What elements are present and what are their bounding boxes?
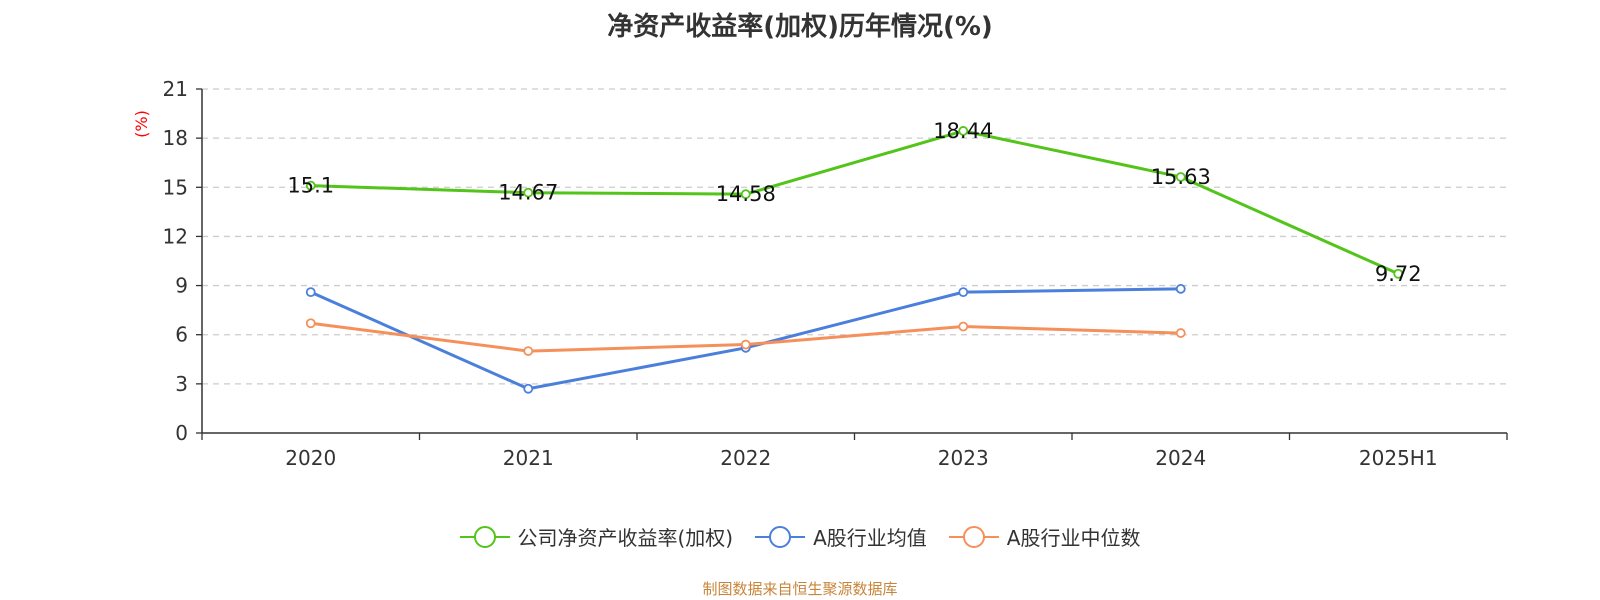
legend-marker-icon (459, 525, 510, 548)
legend-label: 公司净资产收益率(加权) (517, 526, 734, 550)
x-tick-label: 2021 (503, 446, 554, 470)
legend-marker-icon (948, 525, 999, 548)
data-point (305, 180, 316, 191)
y-tick-label: 12 (163, 224, 188, 248)
data-point (1175, 328, 1186, 338)
data-point (1393, 268, 1404, 279)
y-tick-label: 9 (175, 274, 188, 298)
legend-item[interactable]: A股行业均值 (755, 522, 927, 551)
data-label: 15.63 (1151, 165, 1211, 189)
y-tick-label: 15 (163, 175, 188, 199)
y-tick-label: 18 (163, 126, 188, 150)
legend-marker-icon (755, 525, 806, 548)
x-tick-label: 2022 (720, 446, 771, 470)
x-tick-label: 2020 (285, 446, 336, 470)
data-labels: 15.1 14.67 14.58 18.44 15.63 9.72 (287, 119, 1421, 286)
data-point (958, 321, 969, 332)
legend-item[interactable]: A股行业中位数 (948, 522, 1141, 551)
data-label: 14.67 (498, 181, 558, 205)
data-point (1175, 172, 1186, 182)
x-tick-label: 2024 (1155, 446, 1206, 470)
data-point (523, 187, 534, 198)
legend-label: A股行业均值 (813, 526, 927, 550)
y-tick-label: 0 (175, 421, 188, 445)
chart-title: 净资产收益率(加权)历年情况(%) (607, 12, 993, 42)
y-tick-label: 6 (175, 323, 188, 347)
data-label: 14.58 (716, 182, 776, 206)
series-lines (305, 126, 1404, 394)
data-point (305, 318, 316, 329)
data-point (523, 383, 534, 394)
y-axis-label: (%) (132, 110, 151, 138)
legend-label: A股行业中位数 (1006, 526, 1141, 550)
legend: 公司净资产收益率(加权) A股行业均值 A股行业中位数 (0, 522, 1600, 551)
axes: 0 3 6 9 12 15 18 21 2020 2021 2022 2023 2024 2025H1 (163, 77, 1508, 470)
legend-item[interactable]: 公司净资产收益率(加权) (459, 522, 734, 551)
data-point (958, 126, 969, 136)
series-line-0 (310, 129, 1399, 276)
data-label: 9.72 (1375, 262, 1422, 286)
y-tick-label: 3 (175, 372, 188, 396)
data-point (305, 287, 316, 298)
data-label: 18.44 (933, 119, 993, 143)
y-tick-label: 21 (163, 77, 188, 101)
x-tick-label: 2023 (938, 446, 989, 470)
data-label: 15.1 (287, 174, 334, 198)
data-point (740, 339, 751, 350)
x-tick-label: 2025H1 (1359, 446, 1438, 470)
data-point (1175, 283, 1186, 294)
data-point (958, 287, 969, 298)
data-point (740, 189, 751, 200)
source-note: 制图数据来自恒生聚源数据库 (702, 580, 898, 598)
data-point (523, 346, 534, 356)
